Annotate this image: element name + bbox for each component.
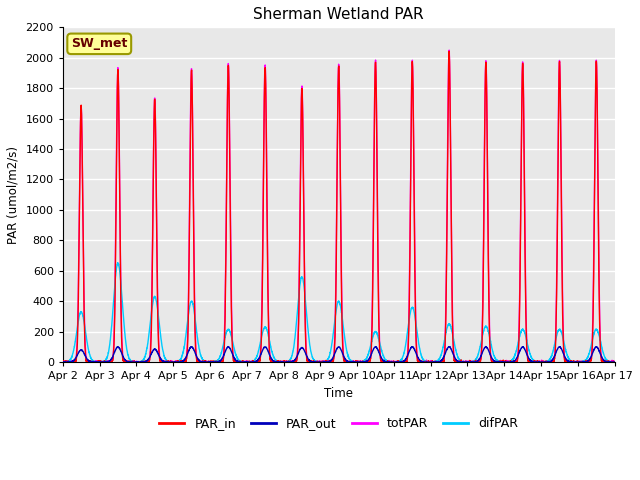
Text: SW_met: SW_met <box>71 37 127 50</box>
Y-axis label: PAR (umol/m2/s): PAR (umol/m2/s) <box>7 146 20 244</box>
X-axis label: Time: Time <box>324 387 353 400</box>
Legend: PAR_in, PAR_out, totPAR, difPAR: PAR_in, PAR_out, totPAR, difPAR <box>154 412 523 435</box>
Title: Sherman Wetland PAR: Sherman Wetland PAR <box>253 7 424 22</box>
